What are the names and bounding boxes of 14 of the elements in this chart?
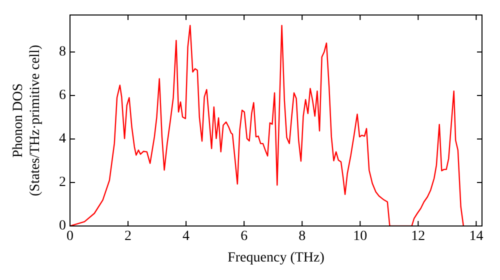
x-tick-label: 6 bbox=[240, 229, 248, 244]
x-tick-label: 4 bbox=[182, 229, 190, 244]
x-tick-label: 10 bbox=[353, 229, 368, 244]
y-tick-label: 8 bbox=[59, 44, 66, 60]
x-tick-label: 2 bbox=[124, 229, 132, 244]
x-axis-title: Frequency (THz) bbox=[228, 250, 325, 266]
y-axis-title: Phonon DOS (States/THz·primitive cell) bbox=[11, 44, 43, 196]
y-tick-label: 6 bbox=[59, 88, 66, 104]
y-tick-label: 0 bbox=[59, 218, 66, 234]
y-tick-label: 4 bbox=[59, 132, 66, 147]
y-tick-label: 2 bbox=[59, 175, 66, 190]
x-tick-label: 12 bbox=[411, 229, 426, 244]
x-tick-label: 14 bbox=[469, 229, 484, 244]
x-tick-label: 8 bbox=[298, 229, 306, 244]
